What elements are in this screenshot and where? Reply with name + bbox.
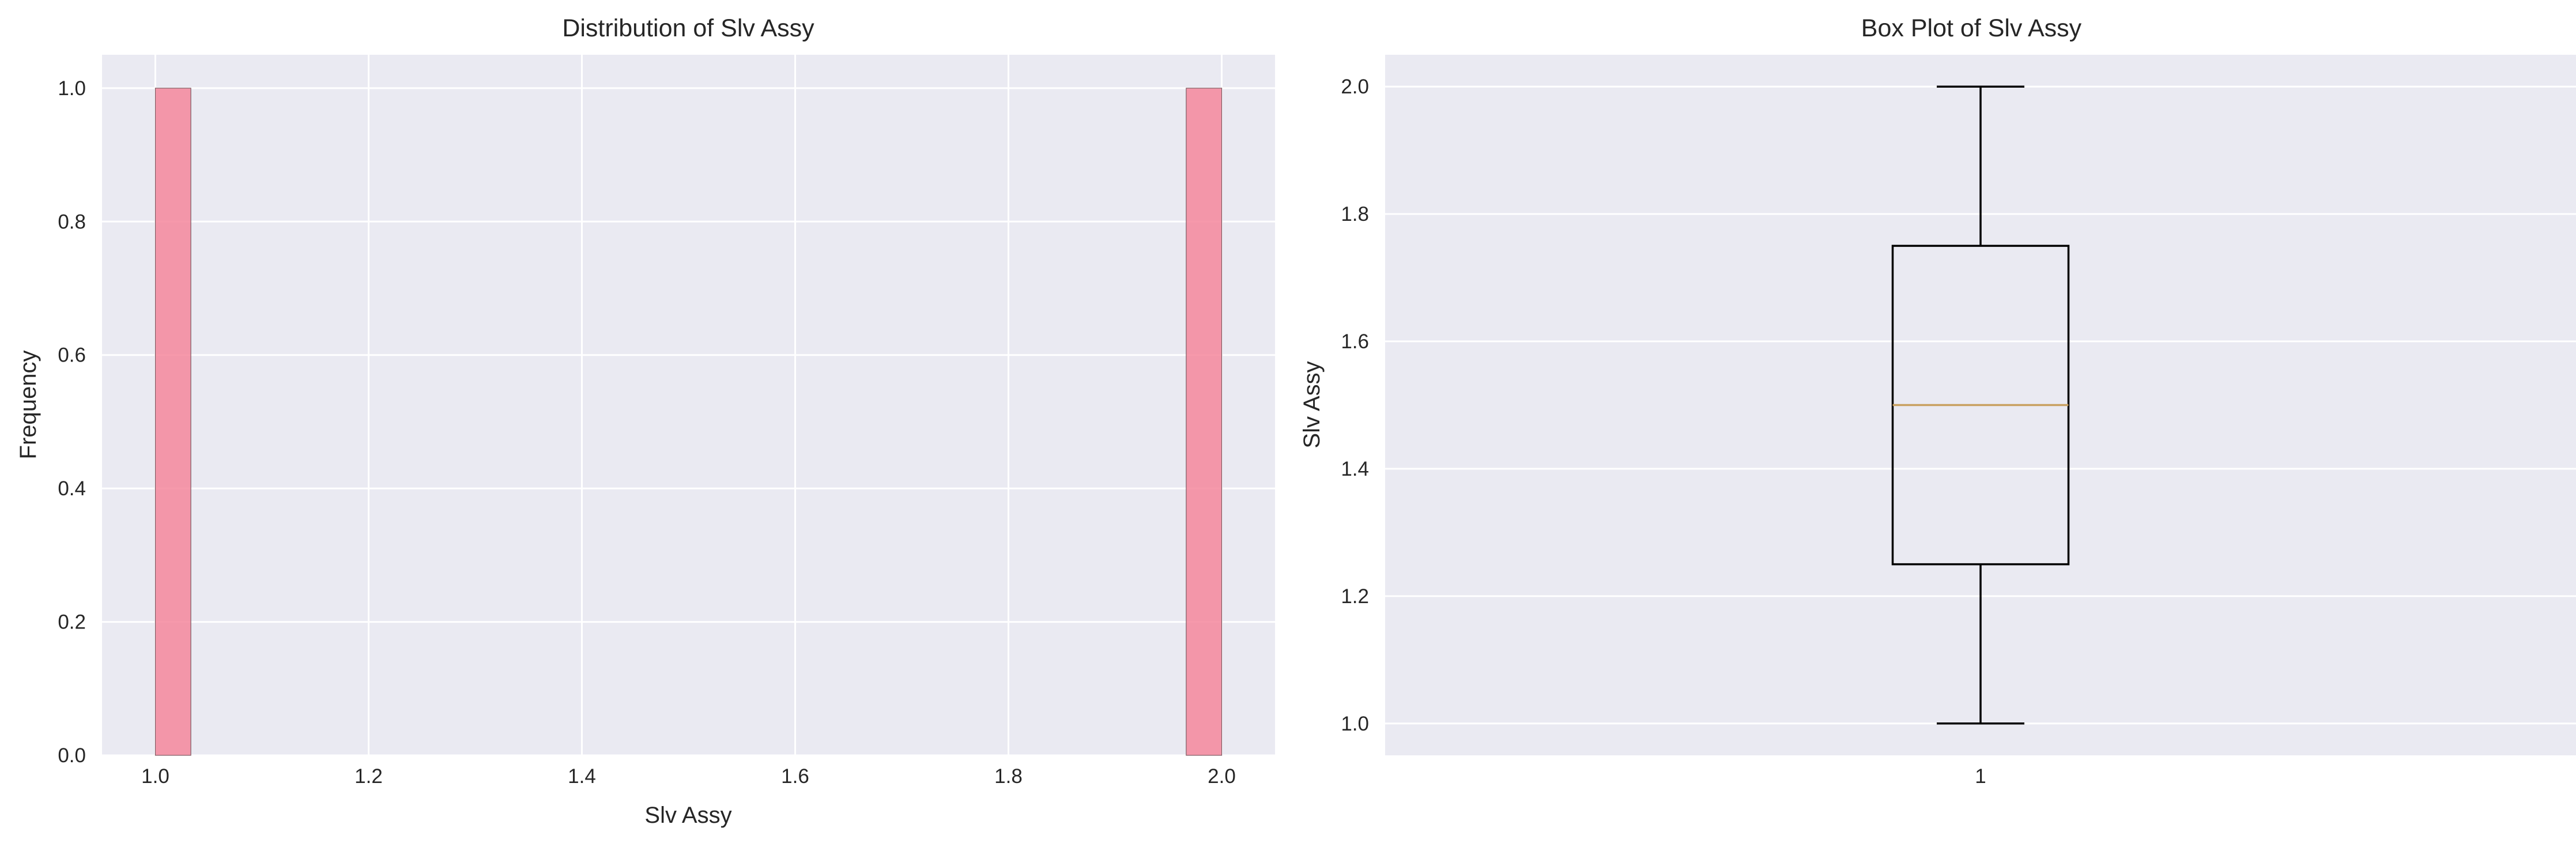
histogram-ytick-label: 0.2 (58, 611, 86, 634)
boxplot-ytick-label: 1.0 (1341, 713, 1369, 735)
boxplot-ytick-label: 1.6 (1341, 330, 1369, 353)
histogram-xtick-label: 1.6 (781, 765, 809, 788)
boxplot-ytick-label: 1.2 (1341, 585, 1369, 608)
histogram-ylabel: Frequency (16, 351, 41, 460)
histogram-ytick-label: 0.0 (58, 744, 86, 767)
histogram-chart: 1.0 1.2 1.4 1.6 1.8 2.0 0.0 0.2 0.4 0.6 0.8 1.0 Dis… (16, 14, 1275, 828)
boxplot-ytick-label: 1.8 (1341, 203, 1369, 225)
histogram-xtick-label: 1.8 (994, 765, 1023, 788)
histogram-ytick-label: 0.4 (58, 477, 86, 500)
histogram-xtick-label: 1.2 (354, 765, 383, 788)
histogram-ytick-label: 0.6 (58, 344, 86, 367)
boxplot-ticks: 1.0 1.2 1.4 1.6 1.8 2.0 1 (1341, 76, 1986, 788)
boxplot-ylabel: Slv Assy (1299, 361, 1325, 448)
histogram-ticks: 1.0 1.2 1.4 1.6 1.8 2.0 0.0 0.2 0.4 0.6 0.8 1.0 (58, 77, 1235, 788)
histogram-plot-area (102, 55, 1275, 755)
boxplot-marks (1891, 85, 2070, 725)
histogram-bar (154, 88, 191, 756)
histogram-ytick-label: 0.8 (58, 210, 86, 233)
histogram-bars (154, 88, 1223, 756)
histogram-bar (1186, 88, 1223, 756)
histogram-xlabel: Slv Assy (644, 803, 731, 828)
boxplot-title: Box Plot of Slv Assy (1861, 14, 2082, 42)
histogram-xtick-label: 1.0 (141, 765, 169, 788)
boxplot-ytick-label: 2.0 (1341, 76, 1369, 98)
boxplot-ytick-label: 1.4 (1341, 458, 1369, 480)
boxplot-xtick-label: 1 (1975, 765, 1986, 788)
histogram-xtick-label: 2.0 (1208, 765, 1236, 788)
histogram-xtick-label: 1.4 (568, 765, 596, 788)
histogram-title: Distribution of Slv Assy (562, 14, 814, 42)
histogram-ytick-label: 1.0 (58, 77, 86, 100)
boxplot-chart: 1.0 1.2 1.4 1.6 1.8 2.0 1 Box Plot of Slv Assy… (1299, 14, 2576, 788)
